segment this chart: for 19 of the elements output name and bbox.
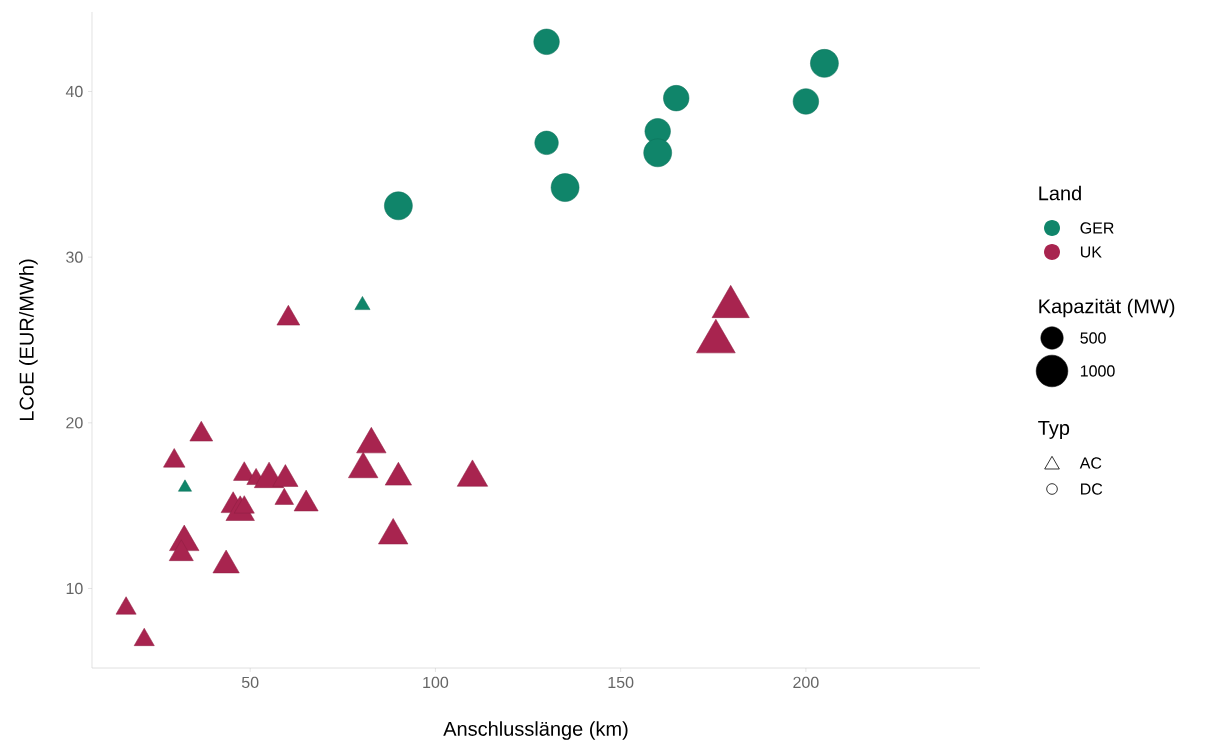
y-axis-title: LCoE (EUR/MWh)	[19, 259, 38, 421]
y-tick-label: 20	[66, 417, 83, 429]
x-axis-title: Anschlusslänge (km)	[443, 721, 628, 740]
x-tick-label: 100	[423, 676, 449, 689]
legend-label: GER	[1080, 222, 1114, 234]
text: DC	[1081, 483, 1103, 495]
legend-title: Land	[1039, 185, 1081, 201]
y-tick-label: 40	[65, 85, 83, 98]
y-tick-label: 10	[66, 582, 83, 595]
x-tick-label: 200	[793, 676, 819, 689]
y-tick-label: 30	[66, 251, 83, 263]
text: Typ	[1038, 421, 1070, 439]
legend-label: 1000	[1080, 365, 1115, 377]
legend-label: UK	[1080, 246, 1102, 258]
x-tick-label: 150	[608, 676, 634, 689]
text: Kapazität (MW)	[1039, 298, 1175, 318]
legend-label: 500	[1080, 332, 1106, 344]
x-tick-label: 50	[241, 676, 259, 689]
text: AC	[1079, 457, 1102, 469]
